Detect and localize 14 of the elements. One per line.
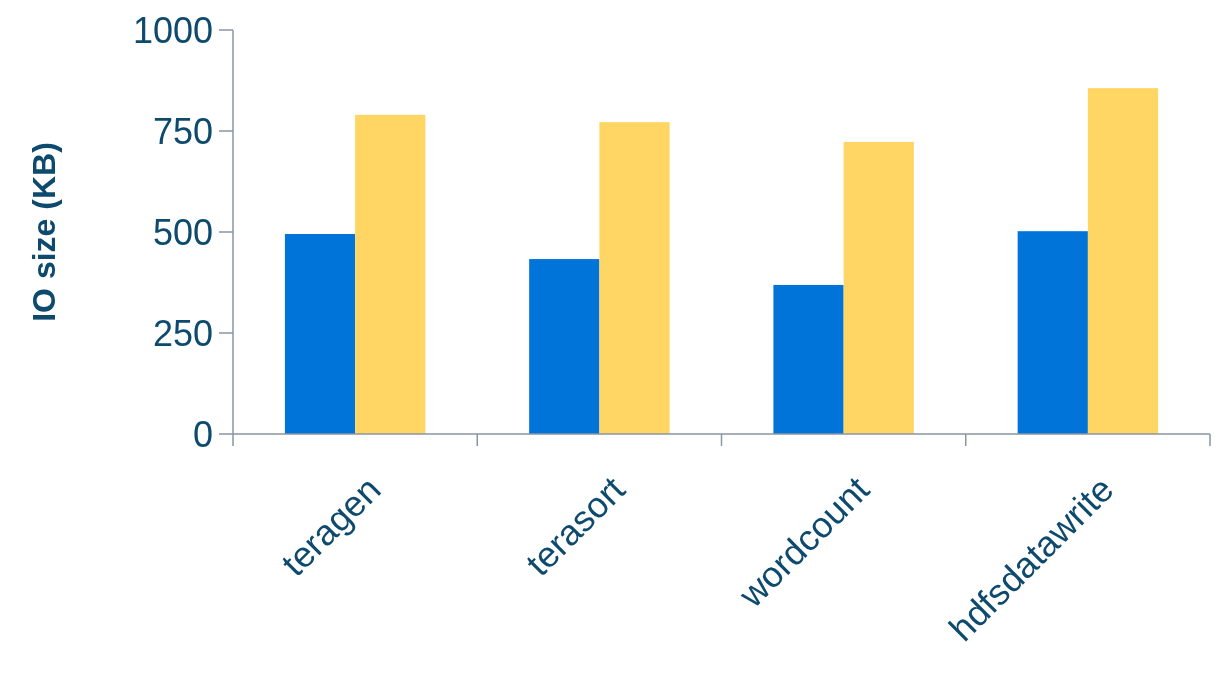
y-tick-label: 750 [152,110,213,152]
bar [1017,231,1088,434]
bar [599,122,670,434]
y-axis-title: IO size (KB) [26,142,62,322]
bar [529,259,600,434]
y-tick-label: 500 [152,211,213,253]
bar [843,141,914,434]
bar [355,114,426,434]
y-tick-label: 1000 [132,9,213,51]
bar [284,234,356,434]
bar [773,284,844,434]
bar [1087,88,1159,434]
y-tick-label: 0 [192,413,213,455]
y-tick-label: 250 [152,312,213,354]
